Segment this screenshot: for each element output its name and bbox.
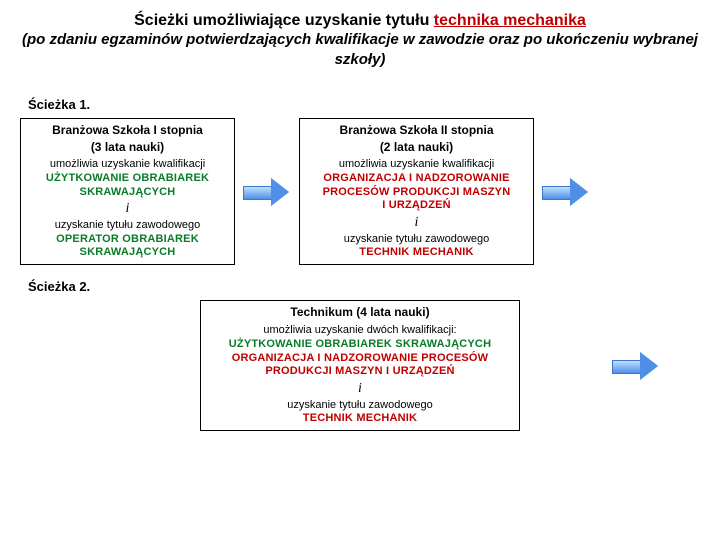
box3-qual1: UŻYTKOWANIE OBRABIAREK SKRAWAJĄCYCH [207, 338, 513, 352]
title-subtitle: (po zdaniu egzaminów potwierdzających kw… [20, 30, 700, 69]
box3-qual2a: ORGANIZACJA I NADZOROWANIE PROCESÓW [207, 352, 513, 366]
box1-title2a: OPERATOR OBRABIAREK [27, 233, 228, 247]
box2-title2: TECHNIK MECHANIK [306, 246, 527, 260]
box1-title: Branżowa Szkoła I stopnia [27, 123, 228, 138]
arrow-icon [612, 350, 660, 382]
arrow-icon [542, 176, 590, 208]
box1-subtitle: (3 lata nauki) [27, 140, 228, 155]
box3-line2: uzyskanie tytułu zawodowego [207, 399, 513, 413]
box2-qual-b: PROCESÓW PRODUKCJI MASZYN [306, 186, 527, 200]
box1-line2: uzyskanie tytułu zawodowego [27, 219, 228, 233]
box1-qual-a: UŻYTKOWANIE OBRABIAREK [27, 172, 228, 186]
box1-line1: umożliwia uzyskanie kwalifikacji [27, 158, 228, 172]
box2-qual-a: ORGANIZACJA I NADZOROWANIE [306, 172, 527, 186]
box-branzowa-1: Branżowa Szkoła I stopnia (3 lata nauki)… [20, 118, 235, 265]
box3-line1: umożliwia uzyskanie dwóch kwalifikacji: [207, 324, 513, 338]
path-1-row: Branżowa Szkoła I stopnia (3 lata nauki)… [20, 118, 700, 265]
path-1-label: Ścieżka 1. [28, 97, 700, 112]
box3-qual2b: PRODUKCJI MASZYN I URZĄDZEŃ [207, 365, 513, 379]
box3-title2: TECHNIK MECHANIK [207, 412, 513, 426]
box-branzowa-2: Branżowa Szkoła II stopnia (2 lata nauki… [299, 118, 534, 265]
box2-sep: i [306, 214, 527, 232]
box-technikum: Technikum (4 lata nauki) umożliwia uzysk… [200, 300, 520, 431]
title-block: Ścieżki umożliwiające uzyskanie tytułu t… [20, 12, 700, 69]
box3-title: Technikum (4 lata nauki) [207, 305, 513, 320]
path-2-label: Ścieżka 2. [28, 279, 700, 294]
title-prefix: Ścieżki umożliwiające uzyskanie tytułu [134, 12, 434, 29]
box1-qual-b: SKRAWAJĄCYCH [27, 186, 228, 200]
box2-line2: uzyskanie tytułu zawodowego [306, 233, 527, 247]
box2-subtitle: (2 lata nauki) [306, 140, 527, 155]
box3-sep: i [207, 380, 513, 398]
path-2-row: Technikum (4 lata nauki) umożliwia uzysk… [20, 300, 700, 431]
title-line-1: Ścieżki umożliwiające uzyskanie tytułu t… [20, 12, 700, 30]
box1-title2b: SKRAWAJĄCYCH [27, 246, 228, 260]
arrow-icon [243, 176, 291, 208]
box2-title: Branżowa Szkoła II stopnia [306, 123, 527, 138]
box2-qual-c: I URZĄDZEŃ [306, 199, 527, 213]
title-highlight: technika mechanika [434, 12, 586, 29]
box2-line1: umożliwia uzyskanie kwalifikacji [306, 158, 527, 172]
box1-sep: i [27, 200, 228, 218]
